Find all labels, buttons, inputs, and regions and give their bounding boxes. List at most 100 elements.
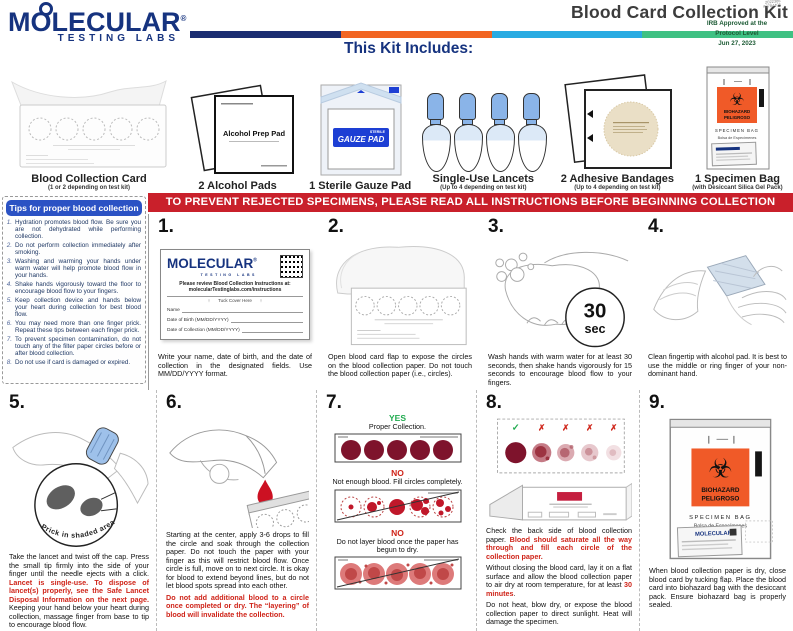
step-5-illustration: Prick in shaded area [9, 413, 149, 551]
kit-item-alcohol-pads: Alcohol Prep Pad 2 Alcohol Pads [177, 81, 299, 192]
step-3: 3. 30 sec Wash hands with warm water for… [488, 216, 632, 387]
bar-segment-green [642, 31, 793, 38]
step-6-caption: Starting at the center, apply 3-6 drops … [166, 530, 309, 619]
tip-item: 7. To prevent specimen contamination, do … [6, 336, 141, 358]
layered-blood-strip [334, 556, 461, 590]
kit-item-lancets: Single-Use Lancets (Up to 4 depending on… [421, 74, 547, 192]
yes-label: YES [388, 413, 406, 423]
kit-item-blood-collection-card: Blood Collection Card (1 or 2 depending … [8, 74, 170, 192]
warning-banner: TO PREVENT REJECTED SPECIMENS, PLEASE RE… [148, 193, 793, 212]
check-icon: ✓ [512, 423, 520, 434]
step-5: 5. Prick in shaded area Take the lancet … [9, 392, 149, 629]
step-6-illustration [166, 413, 309, 529]
cross-icon: ✗ [610, 423, 617, 433]
specimen-bag-icon: ☣ BIOHAZARD PELIGROSO SPECIMEN BAG Bolsa… [690, 65, 785, 172]
tip-item: 3. Washing and warming your hands under w… [6, 258, 141, 280]
page-title: Blood Card Collection Kit [571, 2, 788, 22]
cross-icon: ✗ [562, 423, 569, 433]
step-number: 1. [158, 216, 174, 237]
card-instructions-note: Please review Blood Collection Instructi… [179, 280, 291, 293]
svg-text:BIOHAZARD: BIOHAZARD [724, 109, 750, 114]
alcohol-pad-label: Alcohol Prep Pad [223, 129, 286, 138]
step-9-illustration: ☣ BIOHAZARD PELIGROSO SPECIMEN BAG Bolsa… [649, 413, 786, 565]
tip-item: 4. Shake hands vigorously toward the floo… [6, 281, 141, 296]
step-2: 2. Open blood card flap to expose the ci… [328, 216, 472, 378]
svg-text:SPECIMEN BAG: SPECIMEN BAG [689, 515, 751, 521]
kit-item-label: 2 Alcohol Pads [198, 180, 277, 192]
step-5-caption: Take the lancet and twist off the cap. P… [9, 552, 149, 629]
logo-subtitle: TESTING LABS [57, 33, 179, 44]
tips-title: Tips for proper blood collection [6, 200, 142, 216]
step-4-caption: Clean fingertip with alcohol pad. It is … [648, 352, 787, 378]
step-3-caption: Wash hands with warm water for at least … [488, 352, 632, 387]
steps-row-2: 5. Prick in shaded area Take the lancet … [0, 390, 793, 631]
no-label: NO [391, 527, 404, 538]
gauze-pad-label: GAUZE PAD [338, 135, 385, 144]
irb-approval-note: IRB Approved at the Protocol Level Jun 2… [706, 20, 768, 47]
registered-mark: ® [180, 14, 187, 23]
lancets-icon [421, 74, 547, 172]
steps-row-1: 1. MOLECULAR® TESTING LABS Please review… [148, 214, 793, 390]
biohazard-icon: ☣ [708, 453, 732, 483]
step-3-illustration: 30 sec [488, 237, 632, 351]
step-9-caption: When blood collection paper is dry, clos… [649, 566, 786, 609]
dob-field: Date of Birth (MM/DD/YYYY) [167, 318, 303, 323]
step-1-caption: Write your name, date of birth, and the … [158, 352, 312, 378]
kit-contents-row: Blood Collection Card (1 or 2 depending … [0, 60, 793, 192]
tip-item: 1. Hydration promotes blood flow. Be sure… [6, 219, 141, 241]
qr-code-icon [280, 254, 303, 278]
svg-text:PELIGROSO: PELIGROSO [701, 496, 739, 503]
step-8: 8. ✓ ✗ ✗ ✗ ✗ [476, 390, 639, 631]
proper-collection-strip [334, 433, 461, 463]
kit-item-sublabel: (1 or 2 depending on test kit) [47, 185, 130, 191]
brand-color-bar [190, 31, 793, 38]
layered-blood-example: NO Do not layer blood once the paper has… [326, 528, 469, 591]
kit-includes-heading: This Kit Includes: [344, 40, 474, 57]
bar-segment-orange [340, 31, 492, 38]
card-logo: MOLECULAR [695, 531, 733, 538]
biohazard-icon: ☣ [729, 90, 744, 109]
not-enough-blood-example: NO Not enough blood. Fill circles comple… [326, 468, 469, 523]
alcohol-pads-icon: Alcohol Prep Pad [177, 81, 299, 179]
tip-item: 2. Do not perform collection immediately … [6, 242, 141, 257]
bandages-icon [551, 74, 683, 172]
step-2-caption: Open blood card flap to expose the circl… [328, 352, 472, 378]
blood-collection-card-icon [8, 74, 170, 172]
svg-text:Bolsa de Especímenes: Bolsa de Especímenes [718, 136, 757, 140]
logo-name: MOLECULAR [8, 7, 181, 37]
step-1-illustration: MOLECULAR® TESTING LABS Please review Bl… [158, 237, 312, 351]
magnifier-ring-icon [39, 2, 53, 16]
bar-segment-navy [190, 31, 341, 38]
tuck-cover-line: ↑ Tuck Cover Here ↑ [167, 295, 303, 303]
not-enough-blood-strip [334, 489, 461, 523]
step-4: 4. Clean fingertip with alcohol pad. It … [648, 216, 787, 378]
svg-text:PELIGROSO: PELIGROSO [724, 115, 751, 120]
step-7: 7. YES Proper Collection. NO Not enough … [316, 390, 476, 631]
kit-item-specimen-bag: ☣ BIOHAZARD PELIGROSO SPECIMEN BAG Bolsa… [690, 65, 785, 192]
cross-icon: ✗ [538, 423, 545, 433]
cross-icon: ✗ [586, 423, 593, 433]
svg-text:SPECIMEN BAG: SPECIMEN BAG [715, 128, 759, 133]
tips-box: Tips for proper blood collection 1. Hydra… [2, 196, 146, 384]
step-1: 1. MOLECULAR® TESTING LABS Please review… [149, 214, 319, 390]
kit-item-bandages: 2 Adhesive Bandages (Up to 4 depending o… [551, 74, 683, 192]
step-8-illustration: ✓ ✗ ✗ ✗ ✗ [486, 413, 632, 525]
step-9: 9. ☣ BIOHAZARD PELIGROSO SPECIMEN BAG Bo… [639, 390, 793, 631]
step-6: 6. Starting at the c [156, 390, 316, 631]
svg-text:BIOHAZARD: BIOHAZARD [701, 487, 740, 494]
kit-item-label: Blood Collection Card [31, 173, 147, 185]
sterile-label: STERILE [370, 130, 386, 134]
blood-card-front: MOLECULAR® TESTING LABS Please review Bl… [160, 248, 310, 340]
proper-collection-example: YES Proper Collection. [326, 413, 469, 463]
tip-item: 5. Keep collection device and hands below… [6, 297, 141, 319]
up-arrow-icon: ↑ [259, 297, 263, 303]
step-8-caption: Check the back side of blood collection … [486, 526, 632, 626]
up-arrow-icon: ↑ [207, 297, 211, 303]
tip-item: 8. Do not use if card is damaged or expir… [6, 359, 131, 367]
kit-item-gauze-pad: STERILE GAUZE PAD 1 Sterile Gauze Pad [305, 81, 415, 192]
molecular-logo: MOLECULAR® TESTING LABS [8, 2, 193, 44]
card-logo: MOLECULAR [167, 255, 254, 271]
blood-drop-icon [257, 479, 273, 506]
gauze-pad-icon: STERILE GAUZE PAD [305, 81, 415, 179]
